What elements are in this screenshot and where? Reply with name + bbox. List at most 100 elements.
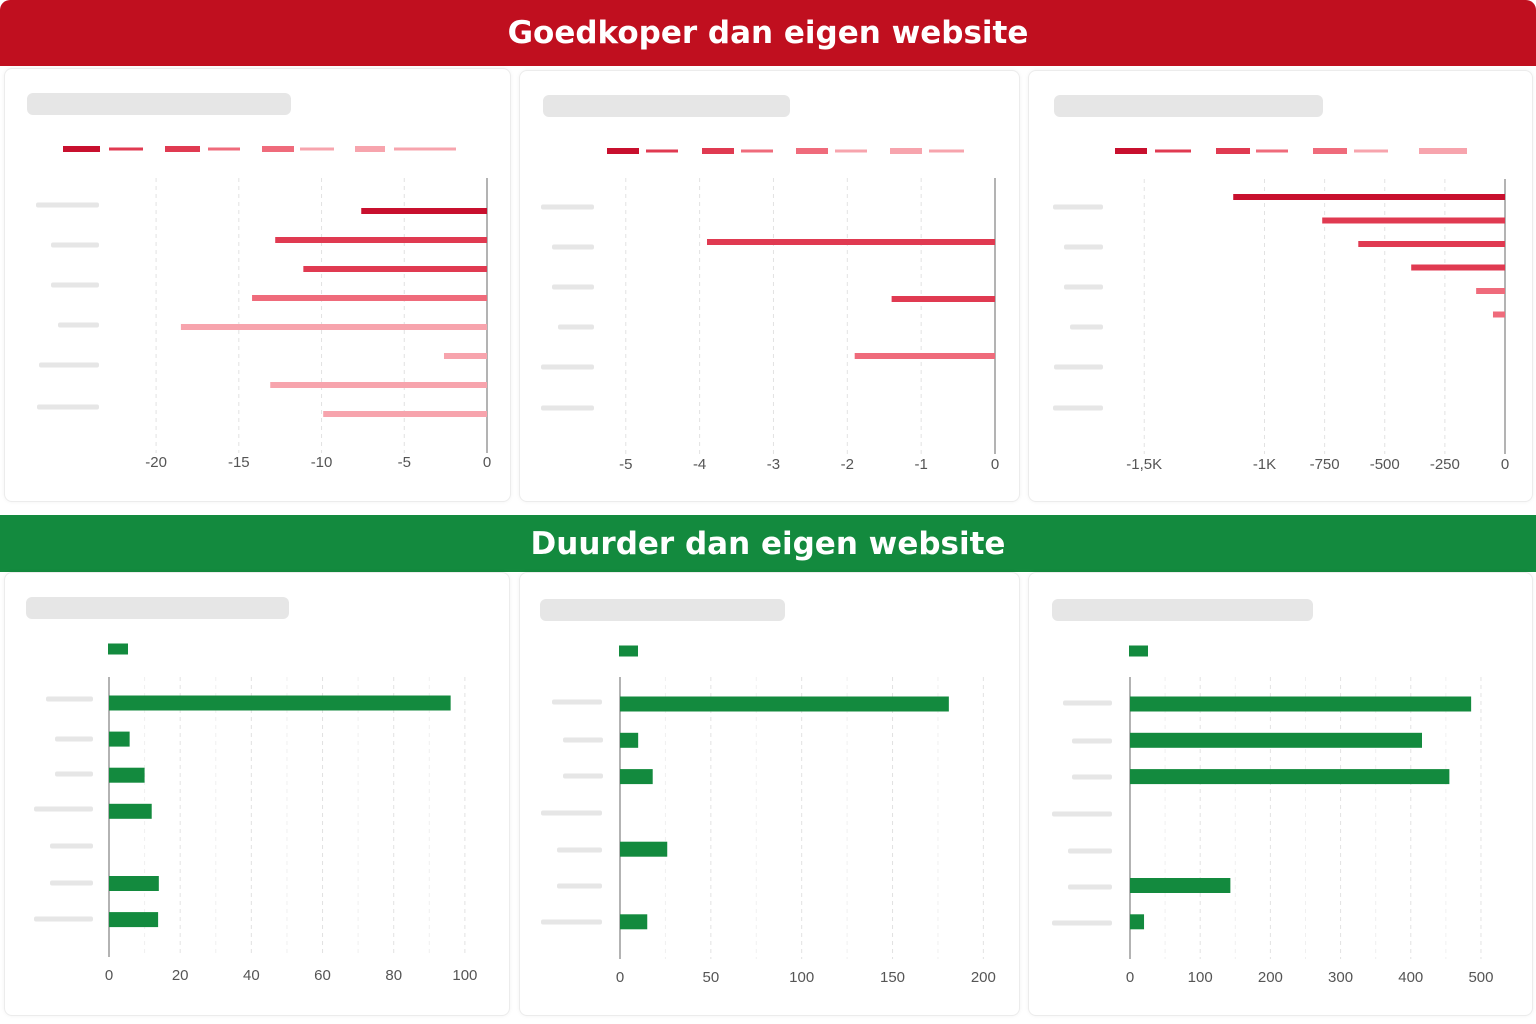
cheaper-banner: Goedkoper dan eigen website	[0, 0, 1536, 66]
bar	[303, 266, 487, 272]
legend-swatch	[1216, 148, 1250, 154]
category-label-placeholder	[34, 916, 93, 922]
bar	[252, 295, 487, 301]
x-tick-label: 150	[880, 969, 905, 986]
x-tick-label: 500	[1468, 969, 1493, 986]
category-label-placeholder	[51, 242, 99, 248]
bar	[109, 731, 130, 747]
bar	[854, 353, 995, 359]
legend-swatch	[1419, 148, 1467, 154]
category-label-placeholder	[1053, 405, 1103, 411]
category-label-placeholder	[46, 696, 93, 702]
category-label-placeholder	[557, 847, 602, 853]
category-label-placeholder	[1052, 920, 1112, 926]
legend-swatch	[702, 148, 734, 154]
category-label-placeholder	[552, 244, 594, 250]
x-tick-label: 200	[1258, 969, 1283, 986]
category-label-placeholder	[563, 737, 603, 743]
bar	[891, 296, 995, 302]
chart-title-placeholder	[543, 95, 790, 117]
x-tick-label: -750	[1310, 456, 1340, 473]
bar	[620, 841, 668, 857]
legend-swatch	[1313, 148, 1347, 154]
chart-title-placeholder	[540, 599, 785, 621]
x-tick-label: 0	[1501, 456, 1509, 473]
x-tick-label: -1	[914, 456, 927, 473]
bar	[443, 353, 487, 359]
bar	[270, 382, 487, 388]
x-tick-label: -10	[311, 454, 333, 471]
more-expensive-banner-title: Duurder dan eigen website	[530, 525, 1006, 562]
bar	[1130, 914, 1145, 930]
x-tick-label: 100	[1188, 969, 1213, 986]
category-label-placeholder	[1064, 244, 1103, 250]
chart-title-placeholder	[1054, 95, 1323, 117]
bar	[275, 237, 487, 243]
bar	[620, 696, 949, 712]
legend-swatch	[835, 149, 867, 153]
bar	[1130, 696, 1472, 712]
legend-swatch	[607, 148, 639, 154]
legend-swatch	[208, 147, 240, 151]
category-label-placeholder	[541, 405, 594, 411]
x-tick-label: 0	[991, 456, 999, 473]
x-tick-label: 400	[1398, 969, 1423, 986]
bar	[1322, 217, 1505, 224]
legend-swatch	[1256, 149, 1288, 153]
category-label-placeholder	[541, 204, 594, 210]
legend-swatch	[63, 146, 100, 152]
legend-swatch	[1354, 149, 1388, 153]
legend-swatch	[741, 149, 773, 153]
category-label-placeholder	[557, 883, 602, 889]
bar	[109, 767, 145, 783]
legend-swatch	[646, 149, 678, 153]
x-tick-label: 0	[616, 969, 624, 986]
x-tick-label: 200	[971, 969, 996, 986]
category-label-placeholder	[51, 282, 99, 288]
chart-panel-5: 0 50 100 150 200	[519, 572, 1020, 1016]
chart-3-svg: -1,5K -1K -750 -500 -250 0	[1053, 95, 1509, 473]
bar	[1411, 264, 1505, 271]
bar	[620, 732, 639, 748]
category-label-placeholder	[1063, 700, 1112, 706]
bar	[361, 208, 487, 214]
legend-swatch	[108, 643, 128, 655]
x-tick-label: 0	[483, 454, 491, 471]
category-label-placeholder	[55, 771, 93, 777]
category-label-placeholder	[1054, 364, 1103, 370]
category-label-placeholder	[563, 773, 603, 779]
category-label-placeholder	[552, 699, 602, 705]
chart-panel-4: 0 20 40 60 80 100	[4, 572, 510, 1016]
x-tick-label: -250	[1430, 456, 1460, 473]
chart-title-placeholder	[26, 597, 289, 619]
category-label-placeholder	[558, 324, 594, 330]
x-tick-label: 80	[385, 967, 402, 984]
bar	[1476, 288, 1505, 294]
legend-swatch	[1129, 645, 1148, 657]
chart-5-svg: 0 50 100 150 200	[540, 599, 996, 986]
bar	[1130, 732, 1422, 748]
x-tick-label: 100	[452, 967, 477, 984]
x-tick-label: -1K	[1253, 456, 1276, 473]
legend-swatch	[394, 147, 456, 151]
bar	[620, 914, 648, 930]
category-label-placeholder	[58, 322, 99, 328]
chart-panel-6: 0 100 200 300 400 500	[1028, 572, 1533, 1016]
legend-swatch	[300, 147, 334, 151]
chart-title-placeholder	[27, 93, 291, 115]
category-label-placeholder	[1068, 884, 1112, 890]
x-tick-label: 0	[105, 967, 113, 984]
x-tick-label: 40	[243, 967, 260, 984]
x-tick-label: 100	[789, 969, 814, 986]
category-label-placeholder	[1072, 738, 1112, 744]
x-tick-label: -5	[619, 456, 632, 473]
legend-swatch	[165, 146, 200, 152]
category-label-placeholder	[39, 362, 99, 368]
legend-swatch	[1155, 149, 1191, 153]
chart-6-svg: 0 100 200 300 400 500	[1052, 599, 1493, 986]
bar	[1358, 241, 1505, 247]
chart-panel-2: -5 -4 -3 -2 -1 0	[519, 70, 1020, 502]
category-label-placeholder	[1064, 284, 1103, 290]
legend-swatch	[109, 147, 143, 151]
category-label-placeholder	[1070, 324, 1103, 330]
